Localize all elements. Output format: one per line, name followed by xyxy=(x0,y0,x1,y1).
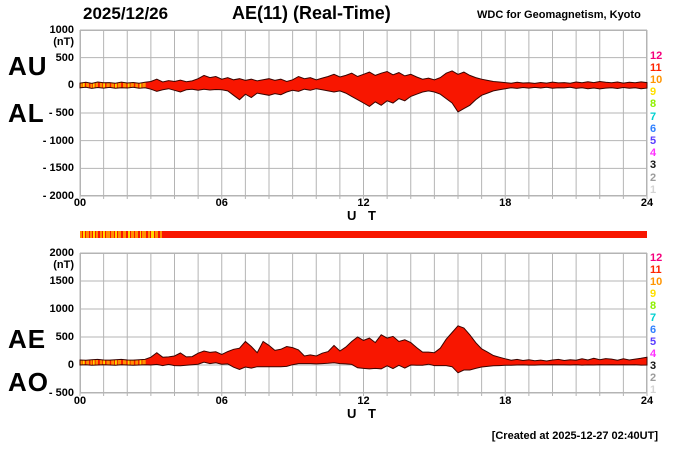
xtick-bottom-00: 00 xyxy=(73,395,87,407)
station-bar-stripe xyxy=(151,231,154,238)
station-count-top-9: 9 xyxy=(650,86,657,99)
ytick-top--2000: - 2000 xyxy=(42,190,74,202)
station-count-bottom-5: 5 xyxy=(650,335,657,348)
xtick-top-18: 18 xyxy=(499,197,512,209)
station-bar-stripe xyxy=(114,231,117,238)
xtick-bottom-18: 18 xyxy=(499,395,512,407)
data-source-label: WDC for Geomagnetism, Kyoto xyxy=(477,9,641,21)
station-count-top-7: 7 xyxy=(650,110,657,123)
xtick-top-06: 06 xyxy=(215,197,228,209)
created-timestamp: [Created at 2025-12-27 02:40UT] xyxy=(491,430,658,442)
station-bar-stripe xyxy=(99,231,103,238)
ytick-top-1000: 1000 xyxy=(49,24,74,36)
xtick-bottom-06: 06 xyxy=(215,395,228,407)
station-bar-stripe xyxy=(139,231,142,238)
station-bar-stripe xyxy=(82,231,85,238)
station-count-top-12: 12 xyxy=(650,49,663,62)
station-count-top-2: 2 xyxy=(650,171,657,184)
ytick-top--500: - 500 xyxy=(48,107,74,119)
station-bar-stripe xyxy=(135,231,139,238)
xtick-bottom-24: 24 xyxy=(640,395,654,407)
station-bar-stripe xyxy=(80,231,83,238)
ytick-bottom--500: - 500 xyxy=(48,387,74,399)
plot-title: AE(11) (Real-Time) xyxy=(232,3,391,23)
ytick-top--1500: - 1500 xyxy=(42,162,74,175)
station-count-top-3: 3 xyxy=(650,159,657,172)
station-count-top-8: 8 xyxy=(650,98,657,111)
station-bar-stripe xyxy=(122,231,127,238)
ae-axis-label: AE xyxy=(8,324,47,354)
station-bar-stripe xyxy=(142,231,146,238)
ytick-bottom-0: 0 xyxy=(67,359,74,371)
ytick-bottom-1500: 1500 xyxy=(49,275,74,287)
station-count-top-1: 1 xyxy=(650,183,657,196)
station-count-bottom-3: 3 xyxy=(650,359,657,372)
xtick-top-24: 24 xyxy=(640,197,654,209)
station-bar-stripe xyxy=(103,231,106,238)
bottom-panel-chart xyxy=(79,252,648,396)
ytick-bottom-500: 500 xyxy=(55,331,74,343)
yaxis-unit-bottom: (nT) xyxy=(53,259,74,271)
station-count-top-4: 4 xyxy=(650,147,657,160)
station-count-top-11: 11 xyxy=(650,61,662,74)
station-count-bottom-7: 7 xyxy=(650,311,657,324)
station-color-bar xyxy=(80,231,647,238)
station-count-bottom-11: 11 xyxy=(650,263,662,276)
ytick-bottom-1000: 1000 xyxy=(49,303,74,315)
station-count-bottom-10: 10 xyxy=(650,275,663,288)
station-count-top-5: 5 xyxy=(650,134,657,147)
station-count-top-6: 6 xyxy=(650,122,657,135)
ytick-top-0: 0 xyxy=(67,79,74,92)
station-count-top-10: 10 xyxy=(650,73,663,86)
time-axis-label-top: U T xyxy=(347,208,380,223)
top-panel-chart xyxy=(79,29,648,199)
station-bar-stripe xyxy=(155,231,159,238)
ytick-top--1000: - 1000 xyxy=(42,134,74,147)
xtick-bottom-12: 12 xyxy=(357,395,370,407)
station-bar-stripe xyxy=(90,231,93,238)
plot-date: 2025/12/26 xyxy=(83,4,169,23)
station-bar-stripe xyxy=(130,231,134,238)
ytick-top-500: 500 xyxy=(55,51,74,64)
station-count-bottom-2: 2 xyxy=(650,372,657,384)
station-bar-stripe xyxy=(106,231,110,238)
station-count-bottom-9: 9 xyxy=(650,287,657,300)
xtick-top-12: 12 xyxy=(357,197,370,209)
station-count-bottom-1: 1 xyxy=(650,384,657,397)
station-bar-stripe xyxy=(147,231,150,238)
station-bar-stripe xyxy=(86,231,89,238)
station-count-bottom-12: 12 xyxy=(650,251,663,264)
ytick-bottom-2000: 2000 xyxy=(49,247,74,259)
xtick-top-00: 00 xyxy=(73,197,87,209)
station-bar-stripe xyxy=(111,231,114,238)
station-bar-stripe xyxy=(159,231,163,238)
al-axis-label: AL xyxy=(8,98,45,128)
station-count-bottom-4: 4 xyxy=(650,347,657,360)
station-count-bottom-8: 8 xyxy=(650,299,657,312)
yaxis-unit-top: (nT) xyxy=(53,36,74,48)
station-bar-stripe xyxy=(95,231,98,238)
station-count-bottom-6: 6 xyxy=(650,323,657,336)
au-axis-label: AU xyxy=(8,51,48,81)
station-bar-stripe xyxy=(117,231,122,238)
station-bar-stripe xyxy=(127,231,130,238)
time-axis-label-bottom: U T xyxy=(347,406,380,421)
ao-axis-label: AO xyxy=(8,367,49,397)
station-bar-stripe xyxy=(92,231,95,238)
